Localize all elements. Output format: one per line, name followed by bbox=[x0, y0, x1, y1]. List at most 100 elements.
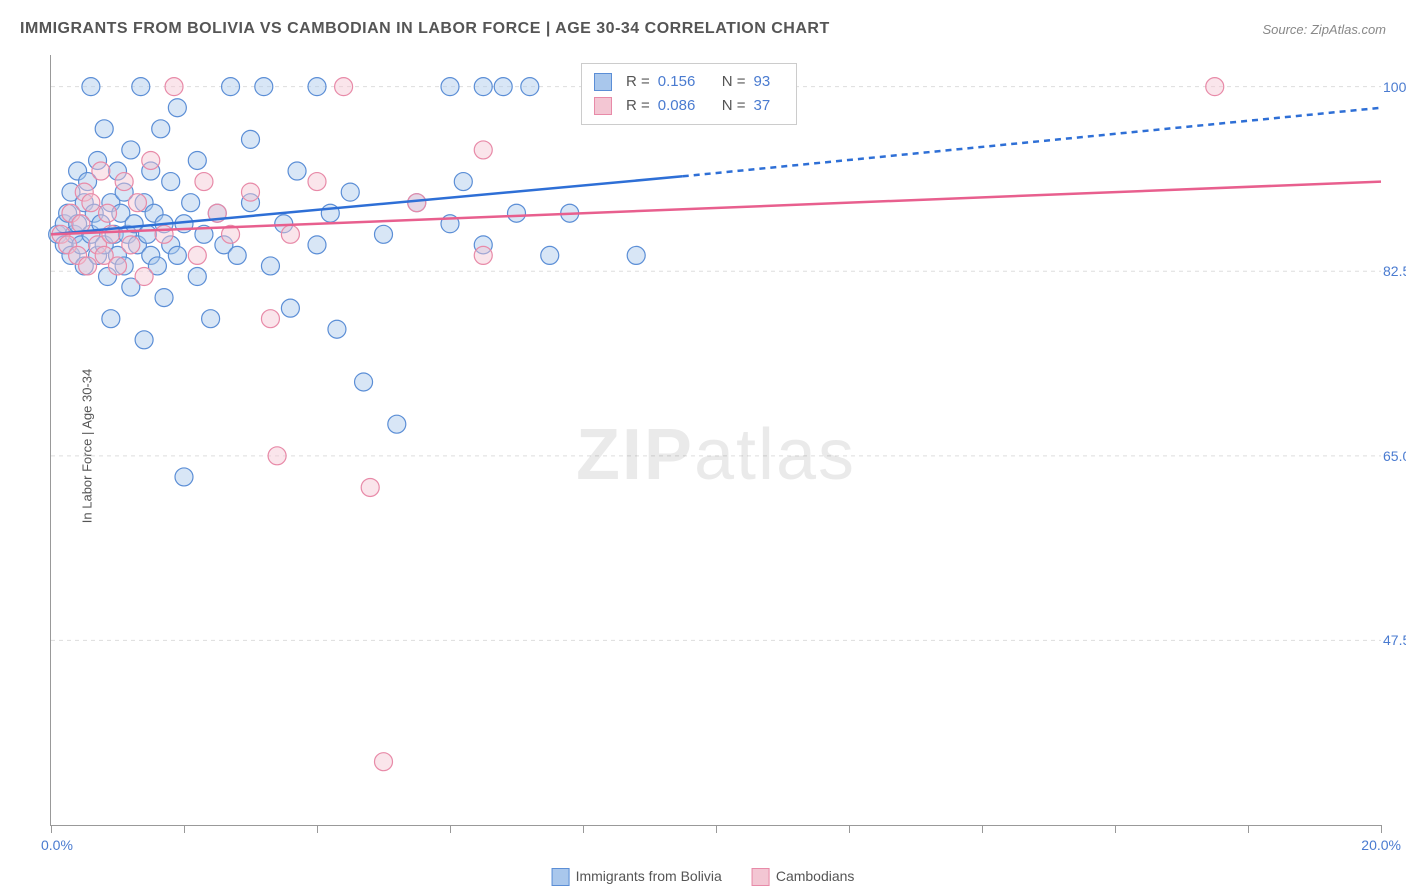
data-point-bolivia bbox=[494, 78, 512, 96]
data-point-cambodia bbox=[195, 173, 213, 191]
data-point-cambodia bbox=[79, 257, 97, 275]
plot-area: 47.5%65.0%82.5%100.0% 0.0% 20.0% R =0.15… bbox=[50, 55, 1381, 826]
x-tick bbox=[849, 825, 850, 833]
source-attribution: Source: ZipAtlas.com bbox=[1262, 22, 1386, 37]
r-value: 0.086 bbox=[658, 94, 714, 118]
data-point-cambodia bbox=[122, 236, 140, 254]
x-tick bbox=[184, 825, 185, 833]
legend-swatch bbox=[752, 868, 770, 886]
x-axis-min-label: 0.0% bbox=[41, 837, 73, 853]
data-point-cambodia bbox=[135, 268, 153, 286]
data-point-bolivia bbox=[162, 173, 180, 191]
data-point-bolivia bbox=[454, 173, 472, 191]
legend-item: Cambodians bbox=[752, 868, 855, 886]
data-point-bolivia bbox=[261, 257, 279, 275]
x-tick bbox=[51, 825, 52, 833]
data-point-bolivia bbox=[155, 289, 173, 307]
x-tick bbox=[1381, 825, 1382, 833]
data-point-bolivia bbox=[288, 162, 306, 180]
data-point-cambodia bbox=[128, 194, 146, 212]
data-point-bolivia bbox=[255, 78, 273, 96]
data-point-bolivia bbox=[541, 246, 559, 264]
y-tick-label: 100.0% bbox=[1383, 79, 1406, 95]
r-label: R = bbox=[626, 70, 650, 94]
data-point-bolivia bbox=[441, 78, 459, 96]
data-point-bolivia bbox=[95, 120, 113, 138]
data-point-cambodia bbox=[261, 310, 279, 328]
legend-item: Immigrants from Bolivia bbox=[552, 868, 722, 886]
data-point-cambodia bbox=[408, 194, 426, 212]
data-point-cambodia bbox=[474, 246, 492, 264]
x-tick bbox=[1115, 825, 1116, 833]
data-point-bolivia bbox=[388, 415, 406, 433]
x-tick bbox=[716, 825, 717, 833]
data-point-cambodia bbox=[268, 447, 286, 465]
stats-swatch bbox=[594, 97, 612, 115]
data-point-bolivia bbox=[102, 310, 120, 328]
x-tick bbox=[450, 825, 451, 833]
data-point-bolivia bbox=[308, 236, 326, 254]
legend-label: Cambodians bbox=[776, 868, 855, 884]
data-point-cambodia bbox=[92, 162, 110, 180]
data-point-bolivia bbox=[152, 120, 170, 138]
r-label: R = bbox=[626, 94, 650, 118]
n-value: 37 bbox=[754, 94, 784, 118]
data-point-bolivia bbox=[138, 225, 156, 243]
data-point-bolivia bbox=[474, 78, 492, 96]
stats-row: R = 0.156 N = 93 bbox=[594, 70, 784, 94]
data-point-bolivia bbox=[341, 183, 359, 201]
chart-svg bbox=[51, 55, 1381, 825]
data-point-cambodia bbox=[242, 183, 260, 201]
data-point-bolivia bbox=[508, 204, 526, 222]
n-value: 93 bbox=[754, 70, 784, 94]
legend-label: Immigrants from Bolivia bbox=[576, 868, 722, 884]
stats-row: R =0.086N =37 bbox=[594, 94, 784, 118]
y-tick-label: 82.5% bbox=[1383, 263, 1406, 279]
data-point-bolivia bbox=[521, 78, 539, 96]
n-label: N = bbox=[722, 70, 746, 94]
data-point-bolivia bbox=[82, 78, 100, 96]
x-tick bbox=[583, 825, 584, 833]
y-tick-label: 47.5% bbox=[1383, 632, 1406, 648]
data-point-bolivia bbox=[135, 331, 153, 349]
legend-swatch bbox=[552, 868, 570, 886]
data-point-bolivia bbox=[122, 141, 140, 159]
data-point-bolivia bbox=[168, 246, 186, 264]
data-point-bolivia bbox=[375, 225, 393, 243]
data-point-cambodia bbox=[115, 173, 133, 191]
data-point-bolivia bbox=[328, 320, 346, 338]
data-point-bolivia bbox=[627, 246, 645, 264]
data-point-bolivia bbox=[228, 246, 246, 264]
data-point-cambodia bbox=[82, 194, 100, 212]
data-point-bolivia bbox=[188, 151, 206, 169]
data-point-cambodia bbox=[1206, 78, 1224, 96]
data-point-bolivia bbox=[202, 310, 220, 328]
chart-title: IMMIGRANTS FROM BOLIVIA VS CAMBODIAN IN … bbox=[20, 20, 830, 38]
data-point-cambodia bbox=[361, 478, 379, 496]
data-point-cambodia bbox=[474, 141, 492, 159]
data-point-bolivia bbox=[308, 78, 326, 96]
stats-legend-box: R = 0.156 N = 93R = 0.086 N = 37 bbox=[581, 63, 797, 125]
data-point-cambodia bbox=[335, 78, 353, 96]
bottom-legend: Immigrants from Bolivia Cambodians bbox=[552, 868, 855, 886]
data-point-bolivia bbox=[188, 268, 206, 286]
data-point-cambodia bbox=[142, 151, 160, 169]
x-tick bbox=[1248, 825, 1249, 833]
data-point-cambodia bbox=[99, 204, 117, 222]
x-axis-max-label: 20.0% bbox=[1361, 837, 1401, 853]
data-point-bolivia bbox=[222, 78, 240, 96]
data-point-bolivia bbox=[168, 99, 186, 117]
data-point-cambodia bbox=[308, 173, 326, 191]
y-tick-label: 65.0% bbox=[1383, 448, 1406, 464]
x-tick bbox=[982, 825, 983, 833]
data-point-cambodia bbox=[109, 257, 127, 275]
data-point-cambodia bbox=[281, 225, 299, 243]
data-point-cambodia bbox=[165, 78, 183, 96]
data-point-cambodia bbox=[188, 246, 206, 264]
data-point-bolivia bbox=[355, 373, 373, 391]
data-point-bolivia bbox=[242, 130, 260, 148]
stats-swatch bbox=[594, 73, 612, 91]
data-point-bolivia bbox=[175, 468, 193, 486]
data-point-cambodia bbox=[155, 225, 173, 243]
r-value: 0.156 bbox=[658, 70, 714, 94]
